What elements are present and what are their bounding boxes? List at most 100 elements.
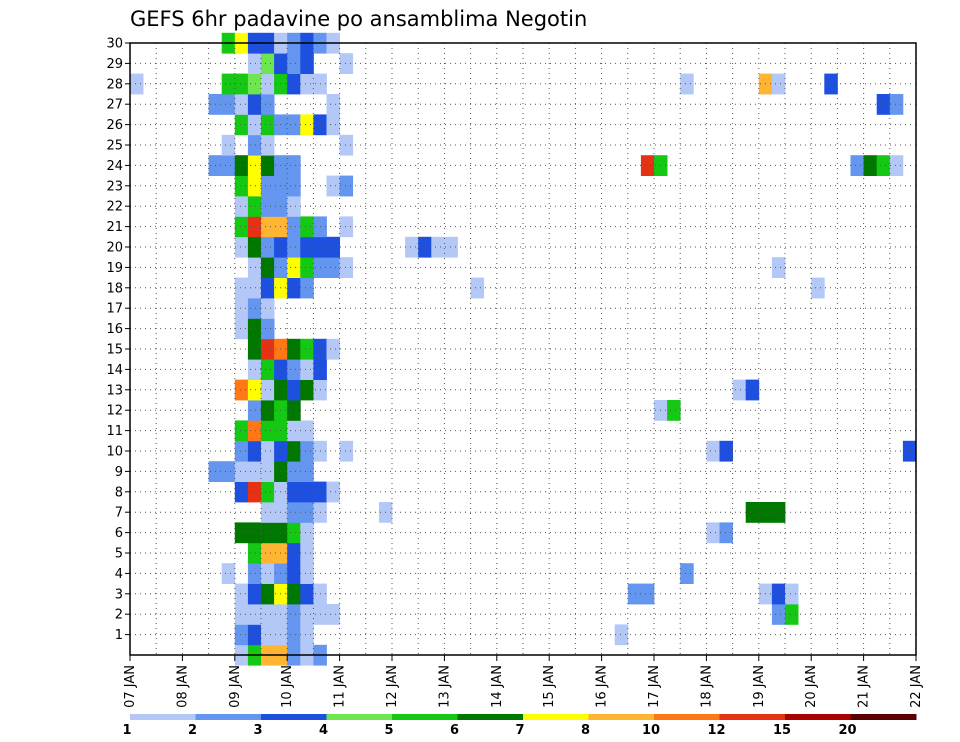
colorbar-swatch xyxy=(326,714,393,720)
heatmap-cell xyxy=(234,277,249,299)
colorbar-swatch xyxy=(457,714,524,720)
heatmap-cell xyxy=(287,257,301,278)
heatmap-cell xyxy=(300,236,314,258)
heatmap-cell xyxy=(261,114,275,136)
heatmap-cell xyxy=(130,73,144,95)
heatmap-cell xyxy=(876,94,891,115)
y-tick-label: 7 xyxy=(115,506,123,521)
heatmap-cell xyxy=(261,604,275,625)
heatmap-cell xyxy=(261,624,275,646)
heatmap-cell xyxy=(247,338,262,360)
heatmap-cell xyxy=(247,420,262,442)
heatmap-cell xyxy=(326,257,340,278)
x-axis-ticks: 07 JAN 08 JAN 09 JAN 10 JAN 11 JAN 12 JAN 13 J… xyxy=(123,655,924,708)
heatmap-cell xyxy=(287,359,301,380)
y-tick-label: 26 xyxy=(106,118,123,133)
heatmap-cell xyxy=(247,196,262,217)
heatmap-cell xyxy=(261,216,275,238)
heatmap-cell xyxy=(287,420,301,442)
chart-title: GEFS 6hr padavine po ansamblima Negotin xyxy=(130,7,587,31)
heatmap-cell xyxy=(300,338,314,360)
y-tick-label: 9 xyxy=(115,465,123,480)
heatmap-cell xyxy=(771,257,786,278)
colorbar-label: 7 xyxy=(515,723,524,738)
heatmap-cell xyxy=(234,583,249,605)
heatmap-cell xyxy=(785,604,799,625)
y-tick-label: 27 xyxy=(106,98,123,113)
heatmap-cell xyxy=(287,604,301,625)
heatmap-cell xyxy=(339,257,354,278)
heatmap-cell xyxy=(234,73,249,95)
heatmap-cell xyxy=(261,53,275,74)
colorbar-label: 1 xyxy=(122,723,131,738)
heatmap-cell xyxy=(300,502,314,523)
colorbar-label: 15 xyxy=(773,723,791,738)
heatmap-cell xyxy=(745,379,760,401)
heatmap-cell xyxy=(234,522,249,544)
x-tick-label: 12 JAN xyxy=(385,665,400,708)
y-tick-label: 3 xyxy=(115,587,123,602)
heatmap-cell xyxy=(640,155,655,176)
heatmap-cell xyxy=(247,461,262,482)
heatmap-cell xyxy=(261,94,275,115)
heatmap-cell xyxy=(261,461,275,482)
y-tick-label: 6 xyxy=(115,526,123,541)
heatmap-cell xyxy=(771,604,786,625)
heatmap-cell xyxy=(247,400,262,421)
heatmap-cell xyxy=(221,155,236,176)
y-tick-label: 28 xyxy=(106,77,123,92)
heatmap-cell xyxy=(261,73,275,95)
heatmap-cell xyxy=(234,94,249,115)
colorbar-swatch xyxy=(654,714,720,720)
heatmap-cell xyxy=(300,379,314,401)
heatmap-cell xyxy=(261,522,275,544)
colorbar-label: 5 xyxy=(384,723,393,738)
heatmap-cell xyxy=(287,440,301,462)
heatmap-cell xyxy=(287,461,301,482)
heatmap-cell xyxy=(287,114,301,136)
x-tick-label: 09 JAN xyxy=(228,665,243,708)
heatmap-cell xyxy=(667,400,681,421)
x-tick-label: 17 JAN xyxy=(647,665,662,708)
heatmap-cell xyxy=(405,236,419,258)
heatmap-cells xyxy=(130,32,917,666)
heatmap-cell xyxy=(261,481,275,503)
y-tick-label: 30 xyxy=(106,37,123,52)
heatmap-cell xyxy=(234,216,249,238)
heatmap-cell xyxy=(247,155,262,176)
heatmap-cell xyxy=(300,440,314,462)
heatmap-cell xyxy=(339,175,354,197)
x-tick-label: 08 JAN xyxy=(175,665,190,708)
heatmap-cell xyxy=(339,440,354,462)
heatmap-cell xyxy=(889,94,904,115)
heatmap-cell xyxy=(680,73,694,95)
heatmap-cell xyxy=(785,583,799,605)
heatmap-cell xyxy=(261,583,275,605)
heatmap-cell xyxy=(300,563,314,584)
y-tick-label: 22 xyxy=(106,200,123,215)
heatmap-cell xyxy=(287,277,301,299)
y-tick-label: 19 xyxy=(106,261,123,276)
heatmap-cell xyxy=(300,420,314,442)
heatmap-cell xyxy=(326,236,340,258)
heatmap-cell xyxy=(287,522,301,544)
heatmap-cell xyxy=(326,175,340,197)
x-tick-label: 22 JAN xyxy=(909,665,924,708)
heatmap-cell xyxy=(247,379,262,401)
x-tick-label: 15 JAN xyxy=(542,665,557,708)
heatmap-cell xyxy=(640,583,655,605)
x-tick-label: 20 JAN xyxy=(804,665,819,708)
heatmap-cell xyxy=(824,73,838,95)
heatmap-cell xyxy=(247,318,262,340)
heatmap-cell xyxy=(261,134,275,156)
grid-lines xyxy=(130,42,916,655)
heatmap-cell xyxy=(326,481,340,503)
heatmap-cell xyxy=(247,175,262,197)
heatmap-cell xyxy=(287,175,301,197)
heatmap-cell xyxy=(470,277,485,299)
heatmap-cell xyxy=(771,73,786,95)
heatmap-cell xyxy=(300,481,314,503)
heatmap-cell xyxy=(326,604,340,625)
y-tick-label: 1 xyxy=(115,628,123,643)
